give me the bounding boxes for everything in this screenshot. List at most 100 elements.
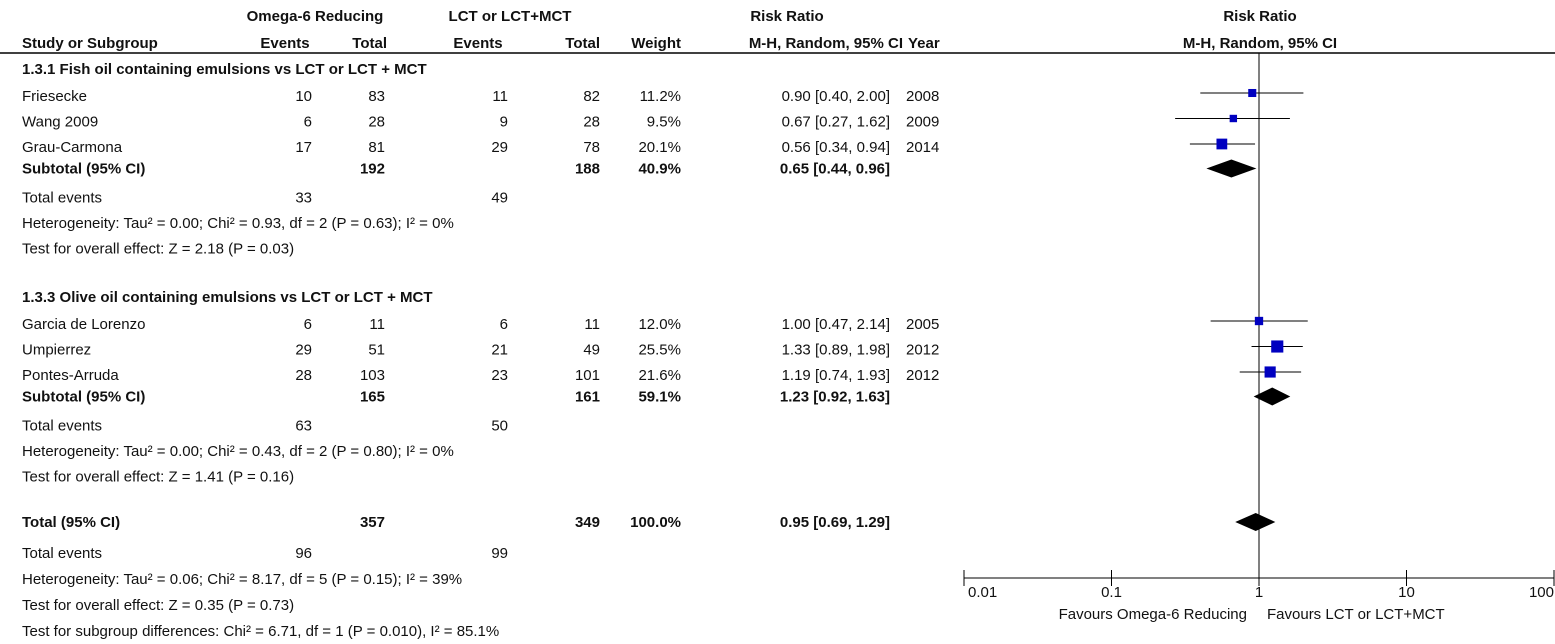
- summary-name: Subtotal (95% CI): [22, 160, 145, 177]
- note: Test for overall effect: Z = 1.41 (P = 0…: [22, 468, 294, 485]
- cell: 357: [360, 514, 385, 531]
- study-name: Wang 2009: [22, 113, 98, 130]
- cell: 28: [295, 367, 312, 384]
- cell: 6: [500, 316, 508, 333]
- cell: 82: [583, 88, 600, 105]
- cell: 33: [295, 189, 312, 206]
- x-tick-label: 100: [1529, 584, 1554, 601]
- cell: 0.65 [0.44, 0.96]: [780, 160, 890, 177]
- column-header: Year: [908, 35, 940, 52]
- cell: 51: [368, 341, 385, 358]
- summary-diamond: [1253, 387, 1291, 406]
- cell: 2012: [906, 367, 939, 384]
- group-header: Omega-6 Reducing: [247, 8, 384, 25]
- summary-diamond: [1206, 159, 1257, 178]
- cell: 28: [368, 113, 385, 130]
- cell: 83: [368, 88, 385, 105]
- cell: 25.5%: [638, 341, 681, 358]
- cell: 81: [368, 139, 385, 156]
- cell: 12.0%: [638, 316, 681, 333]
- cell: 101: [575, 367, 600, 384]
- cell: 50: [491, 417, 508, 434]
- cell: 78: [583, 139, 600, 156]
- cell: 2009: [906, 113, 939, 130]
- cell: 0.95 [0.69, 1.29]: [780, 514, 890, 531]
- cell: 49: [583, 341, 600, 358]
- column-header: Total: [352, 35, 387, 52]
- column-header: Events: [453, 35, 502, 52]
- x-tick-label: 0.01: [968, 584, 997, 601]
- cell: 103: [360, 367, 385, 384]
- x-tick-label: 10: [1398, 584, 1415, 601]
- plot-subtitle: M-H, Random, 95% CI: [1183, 35, 1337, 52]
- x-axis-label: Favours Omega-6 Reducing: [1059, 606, 1247, 623]
- column-header: Study or Subgroup: [22, 35, 158, 52]
- cell: 1.00 [0.47, 2.14]: [782, 316, 890, 333]
- subgroup-title: 1.3.1 Fish oil containing emulsions vs L…: [22, 61, 427, 78]
- cell: 40.9%: [638, 160, 681, 177]
- effect-square: [1248, 88, 1257, 98]
- cell: 11: [584, 316, 600, 333]
- events-name: Total events: [22, 189, 102, 206]
- study-name: Friesecke: [22, 88, 87, 105]
- summary-diamond: [1235, 513, 1276, 531]
- x-tick-label: 1: [1255, 584, 1263, 601]
- note: Test for subgroup differences: Chi² = 6.…: [22, 623, 499, 640]
- note: Heterogeneity: Tau² = 0.06; Chi² = 8.17,…: [22, 571, 462, 588]
- effect-square: [1229, 114, 1238, 123]
- effect-square: [1264, 366, 1276, 378]
- cell: 59.1%: [638, 388, 681, 405]
- x-tick-label: 0.1: [1101, 584, 1122, 601]
- cell: 23: [491, 367, 508, 384]
- cell: 161: [575, 388, 600, 405]
- effect-square: [1254, 316, 1264, 326]
- cell: 9: [500, 113, 508, 130]
- effect-square: [1271, 340, 1284, 353]
- events-name: Total events: [22, 545, 102, 562]
- x-axis-label: Favours LCT or LCT+MCT: [1267, 606, 1445, 623]
- cell: 96: [295, 545, 312, 562]
- cell: 29: [295, 341, 312, 358]
- cell: 2012: [906, 341, 939, 358]
- plot-title: Risk Ratio: [1223, 8, 1296, 25]
- cell: 2014: [906, 139, 939, 156]
- summary-name: Total (95% CI): [22, 514, 120, 531]
- cell: 2005: [906, 316, 939, 333]
- cell: 349: [575, 514, 600, 531]
- group-header: Risk Ratio: [750, 8, 823, 25]
- cell: 192: [360, 160, 385, 177]
- column-header: Events: [260, 35, 309, 52]
- study-name: Garcia de Lorenzo: [22, 316, 145, 333]
- cell: 17: [295, 139, 312, 156]
- note: Heterogeneity: Tau² = 0.00; Chi² = 0.43,…: [22, 443, 454, 460]
- cell: 165: [360, 388, 385, 405]
- column-header: Total: [565, 35, 600, 52]
- cell: 49: [491, 189, 508, 206]
- study-name: Pontes-Arruda: [22, 367, 119, 384]
- study-name: Grau-Carmona: [22, 139, 123, 156]
- effect-square: [1216, 138, 1228, 150]
- cell: 11: [492, 88, 508, 105]
- cell: 188: [575, 160, 600, 177]
- cell: 11.2%: [640, 88, 681, 105]
- column-header: Weight: [631, 35, 681, 52]
- cell: 9.5%: [647, 113, 681, 130]
- cell: 1.23 [0.92, 1.63]: [780, 388, 890, 405]
- events-name: Total events: [22, 417, 102, 434]
- note: Test for overall effect: Z = 2.18 (P = 0…: [22, 240, 294, 257]
- note: Heterogeneity: Tau² = 0.00; Chi² = 0.93,…: [22, 215, 454, 232]
- cell: 11: [369, 316, 385, 333]
- cell: 63: [295, 417, 312, 434]
- note: Test for overall effect: Z = 0.35 (P = 0…: [22, 597, 294, 614]
- cell: 100.0%: [630, 514, 681, 531]
- cell: 6: [304, 316, 312, 333]
- cell: 2008: [906, 88, 939, 105]
- group-header: LCT or LCT+MCT: [449, 8, 572, 25]
- cell: 0.56 [0.34, 0.94]: [782, 139, 890, 156]
- study-name: Umpierrez: [22, 341, 91, 358]
- cell: 1.33 [0.89, 1.98]: [782, 341, 890, 358]
- cell: 20.1%: [638, 139, 681, 156]
- cell: 21.6%: [638, 367, 681, 384]
- column-header: M-H, Random, 95% CI: [749, 35, 903, 52]
